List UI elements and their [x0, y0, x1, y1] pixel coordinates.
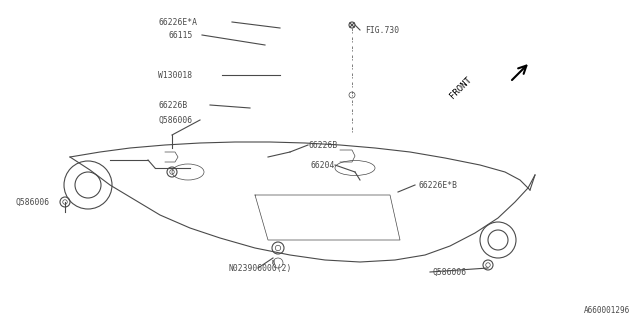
- Text: FIG.730: FIG.730: [365, 26, 399, 35]
- Text: 66226E*A: 66226E*A: [158, 18, 197, 27]
- Text: 66226E*B: 66226E*B: [418, 180, 457, 189]
- Text: 66115: 66115: [168, 30, 193, 39]
- Text: N023906000(2): N023906000(2): [228, 263, 291, 273]
- Text: 66204: 66204: [310, 161, 334, 170]
- Text: 66226B: 66226B: [308, 140, 337, 149]
- Text: FRONT: FRONT: [448, 75, 474, 101]
- Text: W130018: W130018: [158, 70, 192, 79]
- Text: Q586006: Q586006: [432, 268, 466, 276]
- Text: Q586006: Q586006: [15, 197, 49, 206]
- Text: A660001296: A660001296: [584, 306, 630, 315]
- Text: 66226B: 66226B: [158, 100, 188, 109]
- Text: N: N: [271, 260, 275, 266]
- Text: Q586006: Q586006: [158, 116, 192, 124]
